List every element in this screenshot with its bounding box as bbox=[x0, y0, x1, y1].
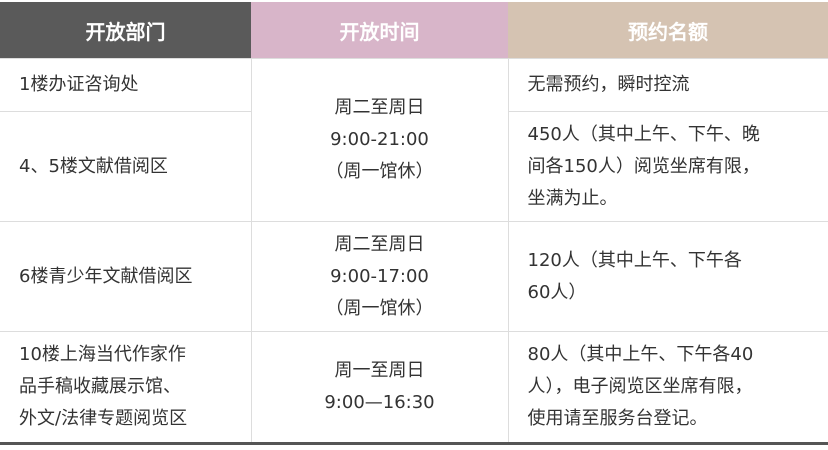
department-cell: 4、5楼文献借阅区 bbox=[0, 111, 252, 222]
cell-line: 间各150人）阅览坐席有限， bbox=[527, 155, 760, 177]
header-department: 开放部门 bbox=[0, 2, 251, 59]
cell-line: 9:00—16:30 bbox=[324, 392, 435, 413]
cell-line: 周二至周日 bbox=[334, 97, 425, 118]
department-cell: 6楼青少年文献借阅区 bbox=[0, 221, 252, 332]
cell-line: 10楼上海当代作家作 bbox=[19, 344, 186, 365]
cell-line: （周一馆休） bbox=[325, 161, 434, 182]
cell-line: 使用请至服务台登记。 bbox=[527, 408, 708, 429]
cell-line: 450人（其中上午、下午、晚 bbox=[527, 123, 760, 145]
department-cell: 10楼上海当代作家作 品手稿收藏展示馆、 外文/法律专题阅览区 bbox=[0, 331, 252, 445]
cell-line: （周一馆休） bbox=[325, 297, 434, 319]
department-cell: 1楼办证咨询处 bbox=[0, 58, 252, 112]
time-cell: 周二至周日 9:00-21:00 （周一馆休） bbox=[250, 58, 509, 222]
table-header-row: 开放部门 开放时间 预约名额 bbox=[0, 2, 828, 59]
cell-line: 品手稿收藏展示馆、 bbox=[19, 376, 181, 397]
table-row: 4、5楼文献借阅区 450人（其中上午、下午、晚 间各150人）阅览坐席有限， … bbox=[0, 111, 828, 222]
header-opening-time: 开放时间 bbox=[251, 2, 508, 59]
cell-line: 9:00-21:00 bbox=[330, 129, 429, 150]
cell-line: 坐满为止。 bbox=[527, 187, 618, 209]
cell-line: 1楼办证咨询处 bbox=[19, 74, 139, 95]
cell-line: 6楼青少年文献借阅区 bbox=[19, 265, 193, 287]
quota-cell: 120人（其中上午、下午各 60人） bbox=[507, 221, 828, 332]
table-row: 1楼办证咨询处 周二至周日 9:00-21:00 （周一馆休） 无需预约，瞬时控… bbox=[0, 58, 828, 222]
cell-line: 外文/法律专题阅览区 bbox=[19, 408, 188, 429]
cell-line: 周二至周日 bbox=[334, 233, 425, 255]
time-cell: 周二至周日 9:00-17:00 （周一馆休） bbox=[250, 221, 509, 332]
quota-cell: 无需预约，瞬时控流 bbox=[507, 58, 828, 112]
cell-line: 人），电子阅览区坐席有限， bbox=[527, 376, 753, 397]
table-row: 6楼青少年文献借阅区 周二至周日 9:00-17:00 （周一馆休） 120人（… bbox=[0, 221, 828, 332]
cell-line: 120人（其中上午、下午各 bbox=[527, 249, 742, 271]
cell-line: 9:00-17:00 bbox=[330, 265, 429, 287]
cell-line: 无需预约，瞬时控流 bbox=[527, 74, 690, 95]
cell-line: 80人（其中上午、下午各40 bbox=[527, 344, 754, 365]
quota-cell: 80人（其中上午、下午各40 人），电子阅览区坐席有限， 使用请至服务台登记。 bbox=[507, 331, 828, 445]
time-cell: 周一至周日 9:00—16:30 bbox=[250, 331, 509, 445]
header-quota: 预约名额 bbox=[508, 2, 828, 59]
cell-line: 周一至周日 bbox=[334, 360, 425, 381]
quota-cell: 450人（其中上午、下午、晚 间各150人）阅览坐席有限， 坐满为止。 bbox=[507, 111, 828, 222]
table-row: 10楼上海当代作家作 品手稿收藏展示馆、 外文/法律专题阅览区 周一至周日 9:… bbox=[0, 331, 828, 445]
cell-line: 60人） bbox=[527, 281, 587, 303]
cell-line: 4、5楼文献借阅区 bbox=[19, 155, 168, 177]
